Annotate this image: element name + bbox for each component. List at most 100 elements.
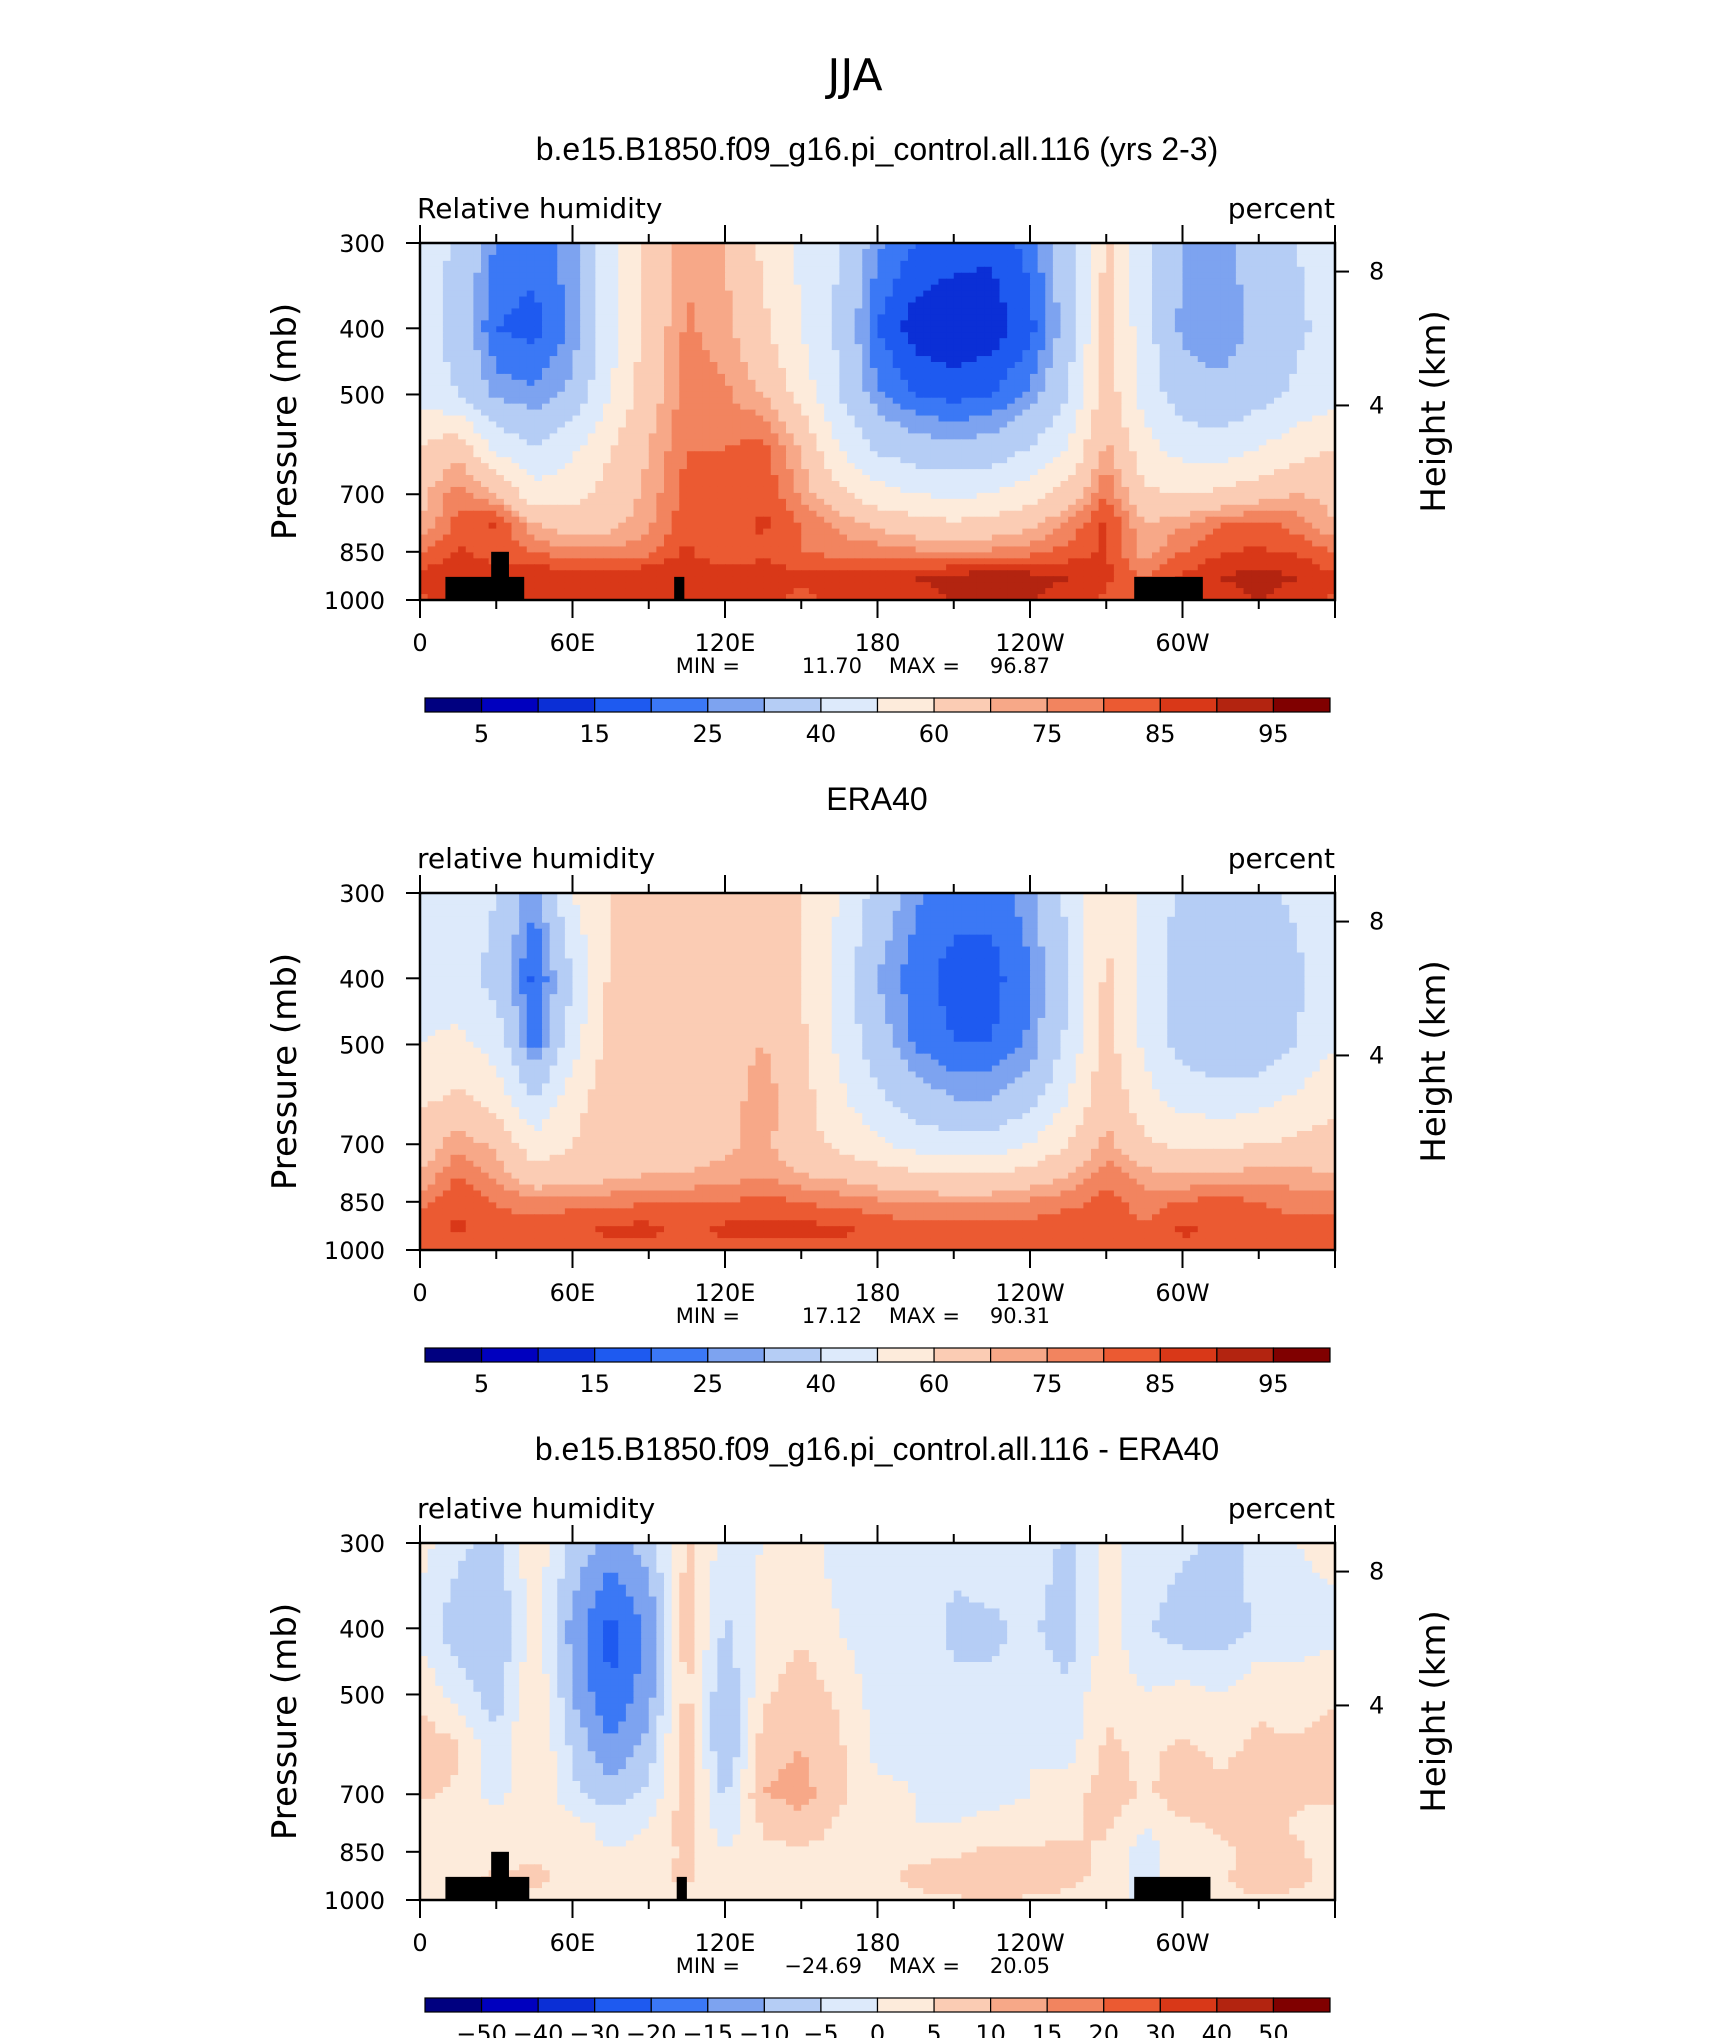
field-cell [458,266,467,274]
field-cell [854,362,863,369]
field-cell [938,457,947,464]
field-cell [648,373,657,381]
field-cell [1258,475,1267,482]
field-cell [1205,475,1214,482]
field-cell [786,308,795,315]
field-cell [496,350,505,357]
field-cell [908,481,917,488]
field-cell [587,373,596,381]
field-cell [1213,356,1222,363]
field-cell [900,433,909,440]
field-cell [1075,260,1084,268]
field-cell [671,433,680,440]
field-cell [953,463,962,470]
field-cell [1060,373,1069,381]
field-cell [1068,391,1077,399]
field-cell [1190,445,1199,452]
field-cell [1327,302,1336,310]
field-cell [1167,409,1176,417]
field-cell [770,260,779,268]
field-cell [709,469,718,476]
field-cell [1144,302,1153,310]
field-cell [557,314,566,321]
field-cell [1129,278,1138,286]
field-cell [740,344,749,351]
field-cell [755,445,764,452]
field-cell [526,338,535,345]
field-cell [534,385,543,393]
field-cell [534,451,543,458]
field-cell [1167,385,1176,393]
field-cell [427,439,436,446]
field-cell [740,367,749,375]
field-cell [1205,367,1214,375]
field-cell [930,391,940,399]
field-cell [1060,415,1069,423]
field-cell [1243,344,1252,351]
field-cell [656,481,665,488]
field-cell [778,457,787,464]
field-cell [458,385,467,393]
field-cell [801,367,810,375]
field-cell [1243,439,1252,446]
field-cell [793,308,802,315]
field-cell [991,469,1001,476]
field-cell [1213,254,1222,262]
field-cell [481,272,490,280]
field-cell [1083,367,1092,375]
field-cell [686,451,696,458]
variable-label: Relative humidity [417,192,662,225]
field-cell [1220,278,1229,286]
field-cell [641,409,650,417]
field-cell [656,469,665,476]
field-cell [900,385,909,393]
field-cell [1243,302,1252,310]
field-cell [938,243,947,250]
field-cell [1052,397,1062,405]
field-cell [755,439,764,446]
field-cell [1144,350,1153,357]
field-cell [801,421,810,429]
field-cell [542,314,551,321]
field-cell [770,409,779,417]
field-cell [984,326,993,333]
field-cell [999,409,1008,417]
field-cell [641,433,650,440]
field-cell [1037,457,1046,464]
field-cell [732,260,741,268]
field-cell [1296,451,1306,458]
field-cell [427,284,436,292]
field-cell [1205,314,1214,321]
field-cell [877,344,886,351]
field-cell [557,344,566,351]
field-cell [580,362,589,369]
field-cell [1235,332,1245,339]
field-cell [1274,350,1283,357]
field-cell [938,326,947,333]
field-cell [702,284,711,292]
field-cell [816,481,825,488]
field-cell [877,314,886,321]
field-cell [427,344,436,351]
field-cell [908,248,917,256]
field-cell [793,356,802,363]
field-cell [930,260,940,268]
field-cell [808,284,818,292]
field-cell [1075,290,1084,298]
field-cell [1121,344,1130,351]
field-cell [709,445,718,452]
field-cell [763,481,772,488]
field-cell [1159,433,1168,440]
field-cell [572,421,581,429]
field-cell [618,373,627,381]
field-cell [961,427,970,434]
field-cell [1304,409,1313,417]
field-cell [755,338,764,345]
field-cell [908,290,917,298]
field-cell [511,272,520,280]
field-cell [427,385,436,393]
field-cell [900,272,909,280]
field-cell [1113,397,1123,405]
field-cell [778,350,787,357]
field-cell [1251,332,1260,339]
